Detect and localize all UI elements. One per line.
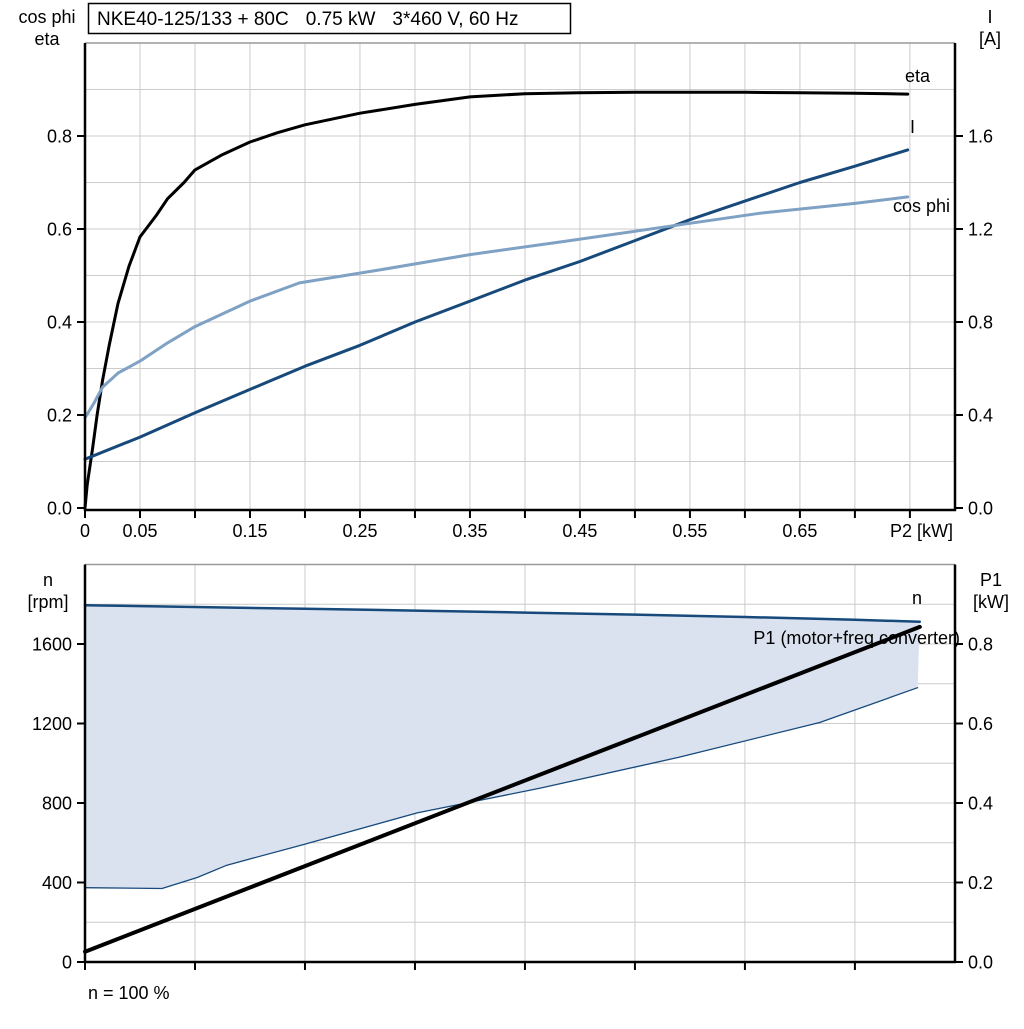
- bottom-left-axis-label-speed: n: [43, 570, 53, 590]
- chart-title: NKE40-125/133 + 80C 0.75 kW 3*460 V, 60 Hz: [97, 9, 518, 30]
- curves: [83, 90, 910, 510]
- left-y-tick-label: 1200: [32, 714, 72, 734]
- I-curve: [83, 148, 910, 461]
- title-box: NKE40-125/133 + 80C 0.75 kW 3*460 V, 60 Hz: [87, 2, 572, 35]
- x-tick-label: 0.45: [562, 521, 597, 541]
- top-right-axis-label-current: I: [987, 7, 992, 27]
- x-tick-label: 0: [80, 521, 90, 541]
- top-left-axis-label-eta: eta: [34, 29, 60, 49]
- speed-percentage-annotation: n = 100 %: [88, 983, 170, 1003]
- left-y-tick-label: 0.0: [47, 499, 72, 519]
- right-y-tick-label: 1.2: [968, 220, 993, 240]
- right-y-tick-label: 1.6: [968, 127, 993, 147]
- speed-operating-envelope: [85, 605, 920, 889]
- current-curve-label: I: [910, 117, 915, 137]
- left-y-tick-label: 400: [42, 873, 72, 893]
- right-y-tick-label: 0.0: [968, 499, 993, 519]
- title-box-frame: [87, 2, 572, 35]
- right-y-tick-label: 0.0: [968, 953, 993, 973]
- bottom-right-axis-unit-kw: [kW]: [973, 592, 1009, 612]
- bottom-left-axis-unit-rpm: [rpm]: [27, 592, 68, 612]
- curves: [83, 603, 922, 954]
- x-tick-label: 0.65: [782, 521, 817, 541]
- right-y-tick-label: 0.4: [968, 794, 993, 814]
- grid: [85, 43, 955, 510]
- n_max-curve: [83, 603, 922, 623]
- right-y-tick-label: 0.8: [968, 313, 993, 333]
- left-y-tick-label: 0: [62, 953, 72, 973]
- top-chart-layer: 0 0.05 0.15 0.25 0.35 0.45 0.55 0.65 0.0 0.2 0.4 0.…: [47, 42, 993, 541]
- left-y-tick-label: 0.4: [47, 313, 72, 333]
- n_min-curve: [84, 687, 919, 890]
- speed-curve-label: n: [912, 588, 922, 608]
- cosphi-curve-label: cos phi: [893, 196, 950, 216]
- x-tick-label: 0.15: [232, 521, 267, 541]
- p1-curve-label: P1 (motor+freq converter): [753, 628, 960, 648]
- title-power: 0.75 kW: [306, 9, 376, 30]
- left-y-tick-label: 0.6: [47, 220, 72, 240]
- left-y-tick-label: 0.8: [47, 127, 72, 147]
- eta-curve-label: eta: [905, 66, 931, 86]
- P1-curve: [83, 624, 922, 954]
- right-y-tick-label: 0.8: [968, 635, 993, 655]
- x-tick-label: 0.05: [122, 521, 157, 541]
- right-y-tick-label: 0.6: [968, 714, 993, 734]
- bottom-chart-layer: 0 400 800 1200 1600 0.0 0.2 0.4 0.6 0.8: [32, 563, 993, 973]
- top-right-axis-unit-ampere: [A]: [979, 29, 1001, 49]
- left-y-tick-label: 800: [42, 794, 72, 814]
- x-tick-label: 0.35: [452, 521, 487, 541]
- bottom-right-axis-label-p1: P1: [980, 570, 1002, 590]
- cos_phi-curve: [83, 195, 910, 420]
- x-tick-label: 0.25: [342, 521, 377, 541]
- title-pump-type: NKE40-125/133 + 80C: [97, 9, 289, 30]
- right-y-tick-label: 0.2: [968, 873, 993, 893]
- top-left-axis-label-cosphi: cos phi: [18, 7, 75, 27]
- left-y-tick-label: 0.2: [47, 406, 72, 426]
- title-voltage-frequency: 3*460 V, 60 Hz: [392, 9, 518, 30]
- eta-curve: [83, 90, 910, 510]
- x-axis-label-p2: P2 [kW]: [890, 521, 953, 541]
- right-y-tick-label: 0.4: [968, 406, 993, 426]
- left-y-tick-label: 1600: [32, 635, 72, 655]
- x-tick-label: 0.55: [672, 521, 707, 541]
